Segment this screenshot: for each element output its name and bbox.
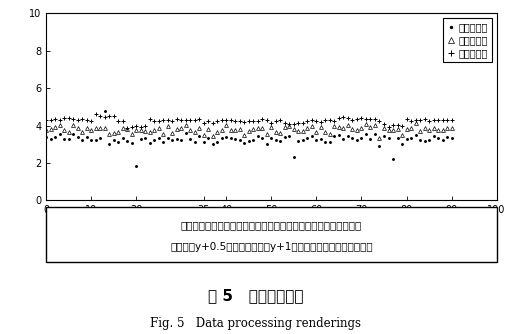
均値滤波后 [449, 118, 455, 122]
Line: 阈値处理后: 阈値处理后 [44, 121, 454, 140]
均値滤波后 [93, 112, 99, 116]
阈値处理后 [376, 136, 382, 140]
阈値处理后 [413, 121, 419, 125]
Text: Fig. 5   Data processing renderings: Fig. 5 Data processing renderings [151, 318, 361, 330]
Line: 均値滤波后: 均値滤波后 [44, 112, 454, 130]
均値滤波后 [156, 119, 162, 123]
阈値处理后 [43, 128, 49, 132]
Text: 图 5   数据处理效果: 图 5 数据处理效果 [208, 288, 304, 303]
阈値处理后 [278, 131, 284, 135]
均値滤波后 [124, 126, 130, 130]
均値滤波后 [394, 123, 400, 127]
均値滤波后 [97, 114, 103, 118]
阈値处理后 [390, 128, 396, 132]
原始边界点 [449, 136, 455, 140]
原始边界点 [156, 136, 162, 140]
阈値处理后 [444, 126, 450, 130]
阈値处理后 [93, 126, 99, 130]
Text: 将处理前后数据放在一幅图中显示，为了避免数据点重叠，将阈値: 将处理前后数据放在一幅图中显示，为了避免数据点重叠，将阈値 [181, 220, 362, 230]
原始边界点 [93, 138, 99, 142]
原始边界点 [444, 135, 450, 139]
FancyBboxPatch shape [46, 207, 497, 262]
阈値处理后 [138, 128, 144, 132]
原始边界点 [43, 135, 49, 139]
阈値处理后 [449, 126, 455, 130]
Text: 处理后给y+0.5，均値滤波后给y+1，这样可直观看清楚处理效果: 处理后给y+0.5，均値滤波后给y+1，这样可直观看清楚处理效果 [170, 242, 373, 252]
Legend: 原始边界点, 阈値处理后, 均値滤波后: 原始边界点, 阈値处理后, 均値滤波后 [443, 18, 492, 62]
阈値处理后 [146, 130, 153, 134]
均値滤波后 [444, 118, 450, 122]
原始边界点 [286, 134, 292, 138]
Line: 原始边界点: 原始边界点 [45, 109, 453, 167]
原始边界点 [394, 136, 400, 140]
均値滤波后 [286, 122, 292, 126]
原始边界点 [146, 141, 153, 145]
原始边界点 [101, 109, 108, 113]
均値滤波后 [43, 118, 49, 122]
均値滤波后 [146, 117, 153, 121]
原始边界点 [133, 164, 139, 168]
